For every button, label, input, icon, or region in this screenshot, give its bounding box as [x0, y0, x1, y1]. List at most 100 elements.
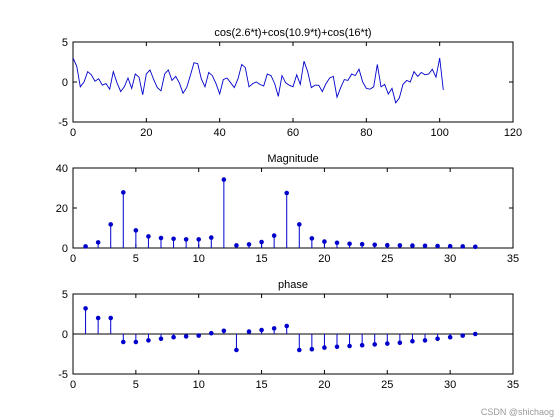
- x-tick-label: 30: [444, 253, 456, 265]
- stem-marker: [183, 237, 189, 242]
- stem-marker: [171, 334, 176, 340]
- stem-marker: [246, 329, 252, 334]
- stem-marker: [472, 331, 478, 337]
- stem-marker: [208, 330, 214, 336]
- stem-marker: [158, 336, 164, 342]
- stem-marker: [422, 338, 428, 343]
- stem-marker: [447, 334, 453, 340]
- stem-marker: [322, 239, 327, 244]
- stem-marker: [284, 323, 290, 329]
- stem-marker: [359, 342, 365, 348]
- y-tick-label: 5: [62, 37, 68, 49]
- x-tick-label: 25: [381, 379, 393, 391]
- stem-marker: [83, 244, 88, 249]
- y-tick-label: 0: [62, 243, 68, 255]
- x-tick-label: 20: [318, 379, 330, 391]
- x-tick-label: 30: [444, 379, 456, 391]
- y-tick-label: 5: [62, 289, 68, 301]
- stem-marker: [334, 240, 340, 246]
- x-tick-label: 80: [360, 127, 372, 139]
- stem-marker: [146, 338, 151, 343]
- stem-marker: [447, 243, 453, 249]
- y-tick-label: 0: [62, 329, 68, 341]
- stem-marker: [359, 241, 365, 247]
- stem-marker: [108, 222, 114, 227]
- stem-marker: [95, 240, 101, 245]
- chart-title: phase: [278, 279, 308, 291]
- stem-marker: [158, 235, 164, 241]
- x-tick-label: 120: [504, 127, 522, 139]
- x-tick-label: 5: [133, 379, 139, 391]
- x-tick-label: 10: [193, 379, 205, 391]
- stem-marker: [120, 190, 126, 195]
- stem-marker: [271, 233, 277, 238]
- stem-marker: [309, 236, 315, 241]
- y-tick-label: 40: [56, 163, 68, 175]
- stem-marker: [334, 344, 340, 350]
- stem-marker: [196, 237, 202, 242]
- x-tick-label: 15: [255, 379, 267, 391]
- stem-marker: [347, 343, 352, 349]
- stem-marker: [372, 242, 378, 248]
- stem-marker: [322, 345, 327, 350]
- stem-marker: [460, 333, 466, 338]
- stem-marker: [296, 347, 302, 353]
- y-tick-label: 0: [62, 77, 68, 89]
- stem-marker: [347, 241, 352, 247]
- stem-marker: [196, 333, 202, 338]
- stem-marker: [208, 235, 214, 240]
- stem-marker: [221, 328, 227, 334]
- x-tick-label: 35: [507, 379, 519, 391]
- stem-marker: [372, 342, 378, 347]
- series-line: [72, 57, 444, 104]
- stem-marker: [410, 338, 415, 344]
- stem-marker: [384, 242, 390, 248]
- chart-title: Magnitude: [267, 153, 318, 165]
- x-tick-label: 15: [255, 253, 267, 265]
- stem-marker: [133, 339, 139, 345]
- stem-marker: [410, 243, 415, 248]
- stem-marker: [384, 341, 390, 346]
- chart-panel-1: cos(2.6*t)+cos(10.9*t)+cos(16*t) 0 20 40 60 8…: [58, 27, 522, 139]
- axes-box: [72, 167, 514, 249]
- stem-marker: [435, 336, 440, 342]
- x-tick-label: 35: [507, 253, 519, 265]
- y-tick-label: -5: [58, 369, 68, 381]
- x-tick-label: 20: [318, 253, 330, 265]
- chart-panel-2: Magnitude 0 5 10 15 20 25 30 35 0 20 40: [56, 153, 519, 265]
- stem-marker: [259, 327, 264, 333]
- stem-marker: [83, 306, 88, 311]
- stem-marker: [183, 334, 189, 339]
- axes-box: [72, 41, 514, 123]
- stem-marker: [472, 244, 478, 250]
- stem-marker: [397, 243, 403, 248]
- stem-marker: [234, 347, 239, 353]
- x-tick-label: 60: [287, 127, 299, 139]
- stem-marker: [171, 236, 176, 242]
- x-tick-label: 100: [430, 127, 448, 139]
- stem-marker: [120, 339, 126, 345]
- stem-marker: [309, 346, 315, 352]
- x-tick-label: 25: [381, 253, 393, 265]
- x-tick-label: 20: [140, 127, 152, 139]
- stem-marker: [221, 177, 227, 182]
- stem-marker: [259, 239, 264, 245]
- y-tick-label: 20: [56, 203, 68, 215]
- stem-marker: [133, 228, 139, 233]
- x-tick-label: 10: [193, 253, 205, 265]
- stem-marker: [271, 326, 277, 331]
- chart-title: cos(2.6*t)+cos(10.9*t)+cos(16*t): [214, 27, 371, 39]
- x-tick-label: 0: [70, 253, 76, 265]
- stem-marker: [234, 243, 239, 248]
- stem-marker: [460, 244, 466, 249]
- stem-marker: [108, 315, 114, 321]
- stem-marker: [422, 243, 428, 249]
- x-tick-label: 40: [214, 127, 226, 139]
- watermark-text: CSDN @shichaog: [480, 407, 554, 417]
- stem-marker: [435, 243, 440, 249]
- stem-marker: [146, 234, 151, 239]
- x-tick-label: 0: [70, 379, 76, 391]
- x-tick-label: 5: [133, 253, 139, 265]
